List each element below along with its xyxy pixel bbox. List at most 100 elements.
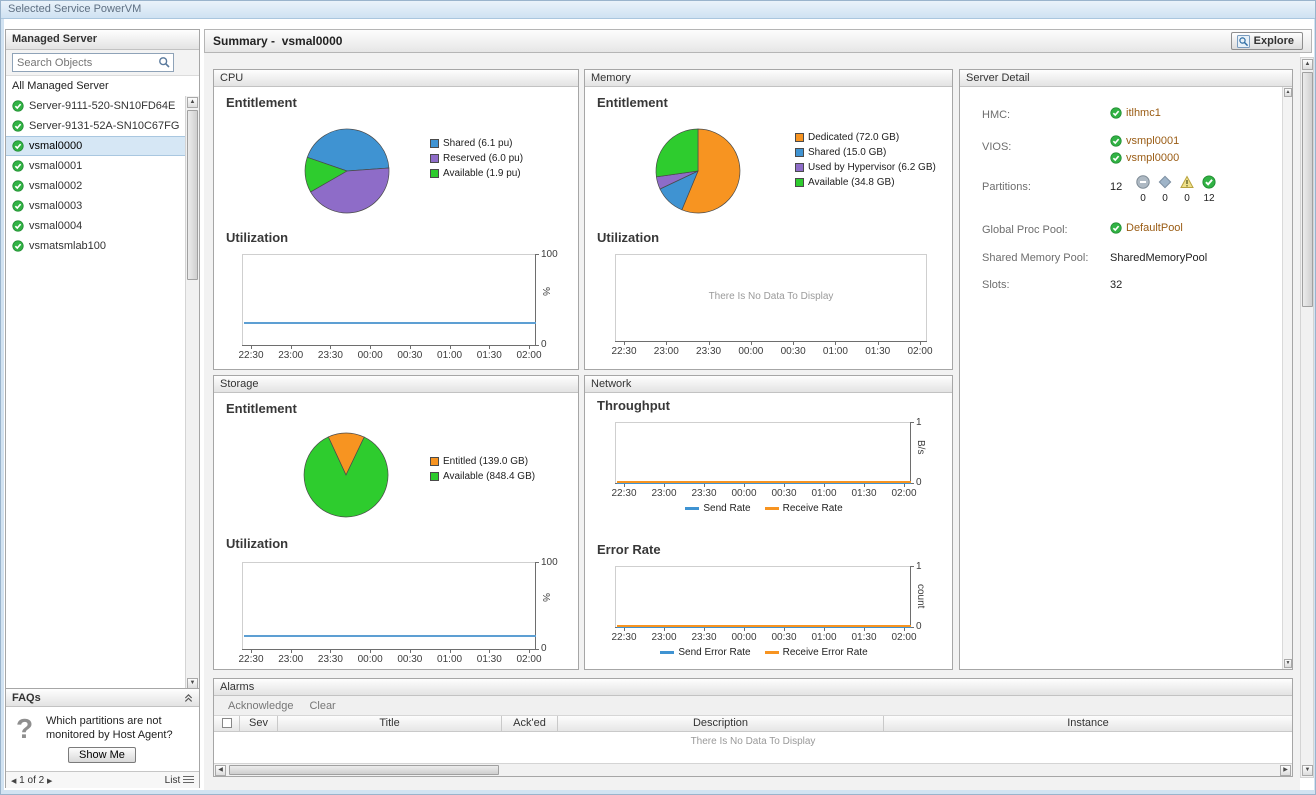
y-axis-line [910,422,911,484]
x-tick-label: 22:30 [611,488,637,499]
x-tick [330,650,332,653]
legend-item: Send Error Rate [660,647,751,658]
y-max-label: 100 [541,557,558,568]
scrollbar-thumb[interactable] [187,110,198,280]
scroll-down-button[interactable]: ▼ [1302,765,1313,776]
x-tick-label: 02:00 [891,632,917,643]
x-tick-label: 00:00 [357,654,383,665]
select-all-checkbox[interactable] [221,718,232,729]
legend-swatch [795,133,804,142]
x-tick [624,628,625,631]
no-data-text: There Is No Data To Display [708,291,834,302]
column-header-description[interactable]: Description [558,716,884,731]
legend-item: Shared (15.0 GB) [795,145,936,160]
x-tick [824,484,825,487]
column-header-instance[interactable]: Instance [1067,717,1109,729]
scroll-down-button[interactable]: ▼ [1284,659,1292,668]
show-me-button[interactable]: Show Me [68,747,136,763]
column-header-acked[interactable]: Ack'ed [502,716,558,731]
server-list-item[interactable]: Server-9131-52A-SN10C67FG [6,116,187,136]
vios-link[interactable]: vsmpl0000 [1126,152,1180,165]
x-tick-label: 01:00 [437,654,463,665]
x-tick [409,650,411,653]
scroll-left-button[interactable]: ◀ [215,765,226,776]
search-icon[interactable] [155,56,173,69]
sidebar-scrollbar[interactable]: ▲ ▼ [185,96,199,690]
x-tick-label: 01:00 [437,350,463,361]
prev-page-icon[interactable]: ◀ [11,777,17,785]
x-tick-label: 02:00 [891,488,917,499]
search-input[interactable] [13,56,155,69]
x-tick [835,342,837,345]
scroll-up-button[interactable]: ▲ [187,97,198,108]
scroll-up-button[interactable]: ▲ [1302,59,1313,70]
throughput-heading: Throughput [597,398,670,413]
server-detail-title: Server Detail [960,70,1292,87]
x-tick [330,346,332,349]
server-list-item[interactable]: vsmal0001 [6,156,187,176]
legend-swatch [764,651,779,654]
vios-link[interactable]: vsmpl0001 [1126,135,1180,148]
legend-swatch [795,178,804,187]
faq-header[interactable]: FAQs [6,689,199,707]
chart-legend: Send Rate Receive Rate [616,503,912,514]
main-scrollbar[interactable]: ▲ ▼ [1300,57,1314,778]
hmc-link[interactable]: itlhmc1 [1126,107,1161,120]
x-tick-label: 00:30 [771,488,797,499]
alarms-hscrollbar[interactable]: ◀ ▶ [214,763,1292,776]
legend-item: Send Rate [685,503,751,514]
server-list-item[interactable]: Server-9111-520-SN10FD64E [6,96,187,116]
server-detail-scrollbar[interactable]: ▲ ▼ [1282,87,1292,669]
scrollbar-thumb[interactable] [1302,72,1313,307]
server-list-item[interactable]: vsmatsmlab100 [6,236,187,256]
y-min-label: 0 [541,339,547,350]
faq-section: FAQs ? Which partitions are not monitore… [6,688,199,788]
cpu-entitlement-legend: Shared (6.1 pu) Reserved (6.0 pu) Availabl… [430,136,523,181]
legend-swatch [430,457,439,466]
faq-list-toggle[interactable]: List [165,775,194,786]
x-tick [793,342,795,345]
collapse-icon[interactable] [184,692,193,704]
server-list-item[interactable]: vsmal0004 [6,216,187,236]
x-tick-label: 01:30 [851,632,877,643]
legend-item: Used by Hypervisor (6.2 GB) [795,160,936,175]
legend-swatch [430,472,439,481]
y-tick [911,483,914,484]
faq-title: FAQs [12,691,41,704]
next-page-icon[interactable]: ▶ [46,777,53,785]
column-header-sev[interactable]: Sev [240,716,278,731]
faq-question[interactable]: Which partitions are not monitored by Ho… [46,715,173,741]
scroll-right-button[interactable]: ▶ [1280,765,1291,776]
status-ok-icon [1110,135,1122,147]
shared-memory-pool-value: SharedMemoryPool [1110,252,1208,264]
storage-entitlement-legend: Entitled (139.0 GB) Available (848.4 GB) [430,454,535,484]
x-tick-label: 22:30 [238,350,264,361]
frame-left [1,19,4,794]
scroll-up-button[interactable]: ▲ [1284,88,1292,97]
x-tick [251,346,252,349]
memory-entitlement-heading: Entitlement [597,95,668,110]
scrollbar-thumb[interactable] [229,765,499,775]
legend-item: Receive Error Rate [764,647,868,658]
x-tick-label: 00:00 [738,346,764,357]
y-tick [536,345,539,346]
y-tick [536,562,539,563]
explore-label: Explore [1253,35,1294,47]
server-list-item[interactable]: vsmal0002 [6,176,187,196]
server-name: vsmatsmlab100 [29,240,107,252]
explore-button[interactable]: Explore [1230,32,1303,50]
x-tick [824,628,825,631]
server-list-item[interactable]: vsmal0000 [6,136,187,156]
explore-icon [1236,34,1250,48]
clear-button[interactable]: Clear [309,699,336,712]
x-tick-label: 00:30 [397,654,423,665]
global-proc-pool-link[interactable]: DefaultPool [1126,222,1183,235]
acknowledge-button[interactable]: Acknowledge [228,699,294,712]
memory-utilization-chart: 22:30 23:00 23:30 00:00 00:30 01:00 01:30 02:00… [611,254,933,357]
server-list-item[interactable]: vsmal0003 [6,196,187,216]
y-unit-label: count [915,584,926,609]
column-header-title[interactable]: Title [278,716,502,731]
search-box[interactable] [12,53,174,72]
partitions-total: 12 [1110,181,1123,193]
